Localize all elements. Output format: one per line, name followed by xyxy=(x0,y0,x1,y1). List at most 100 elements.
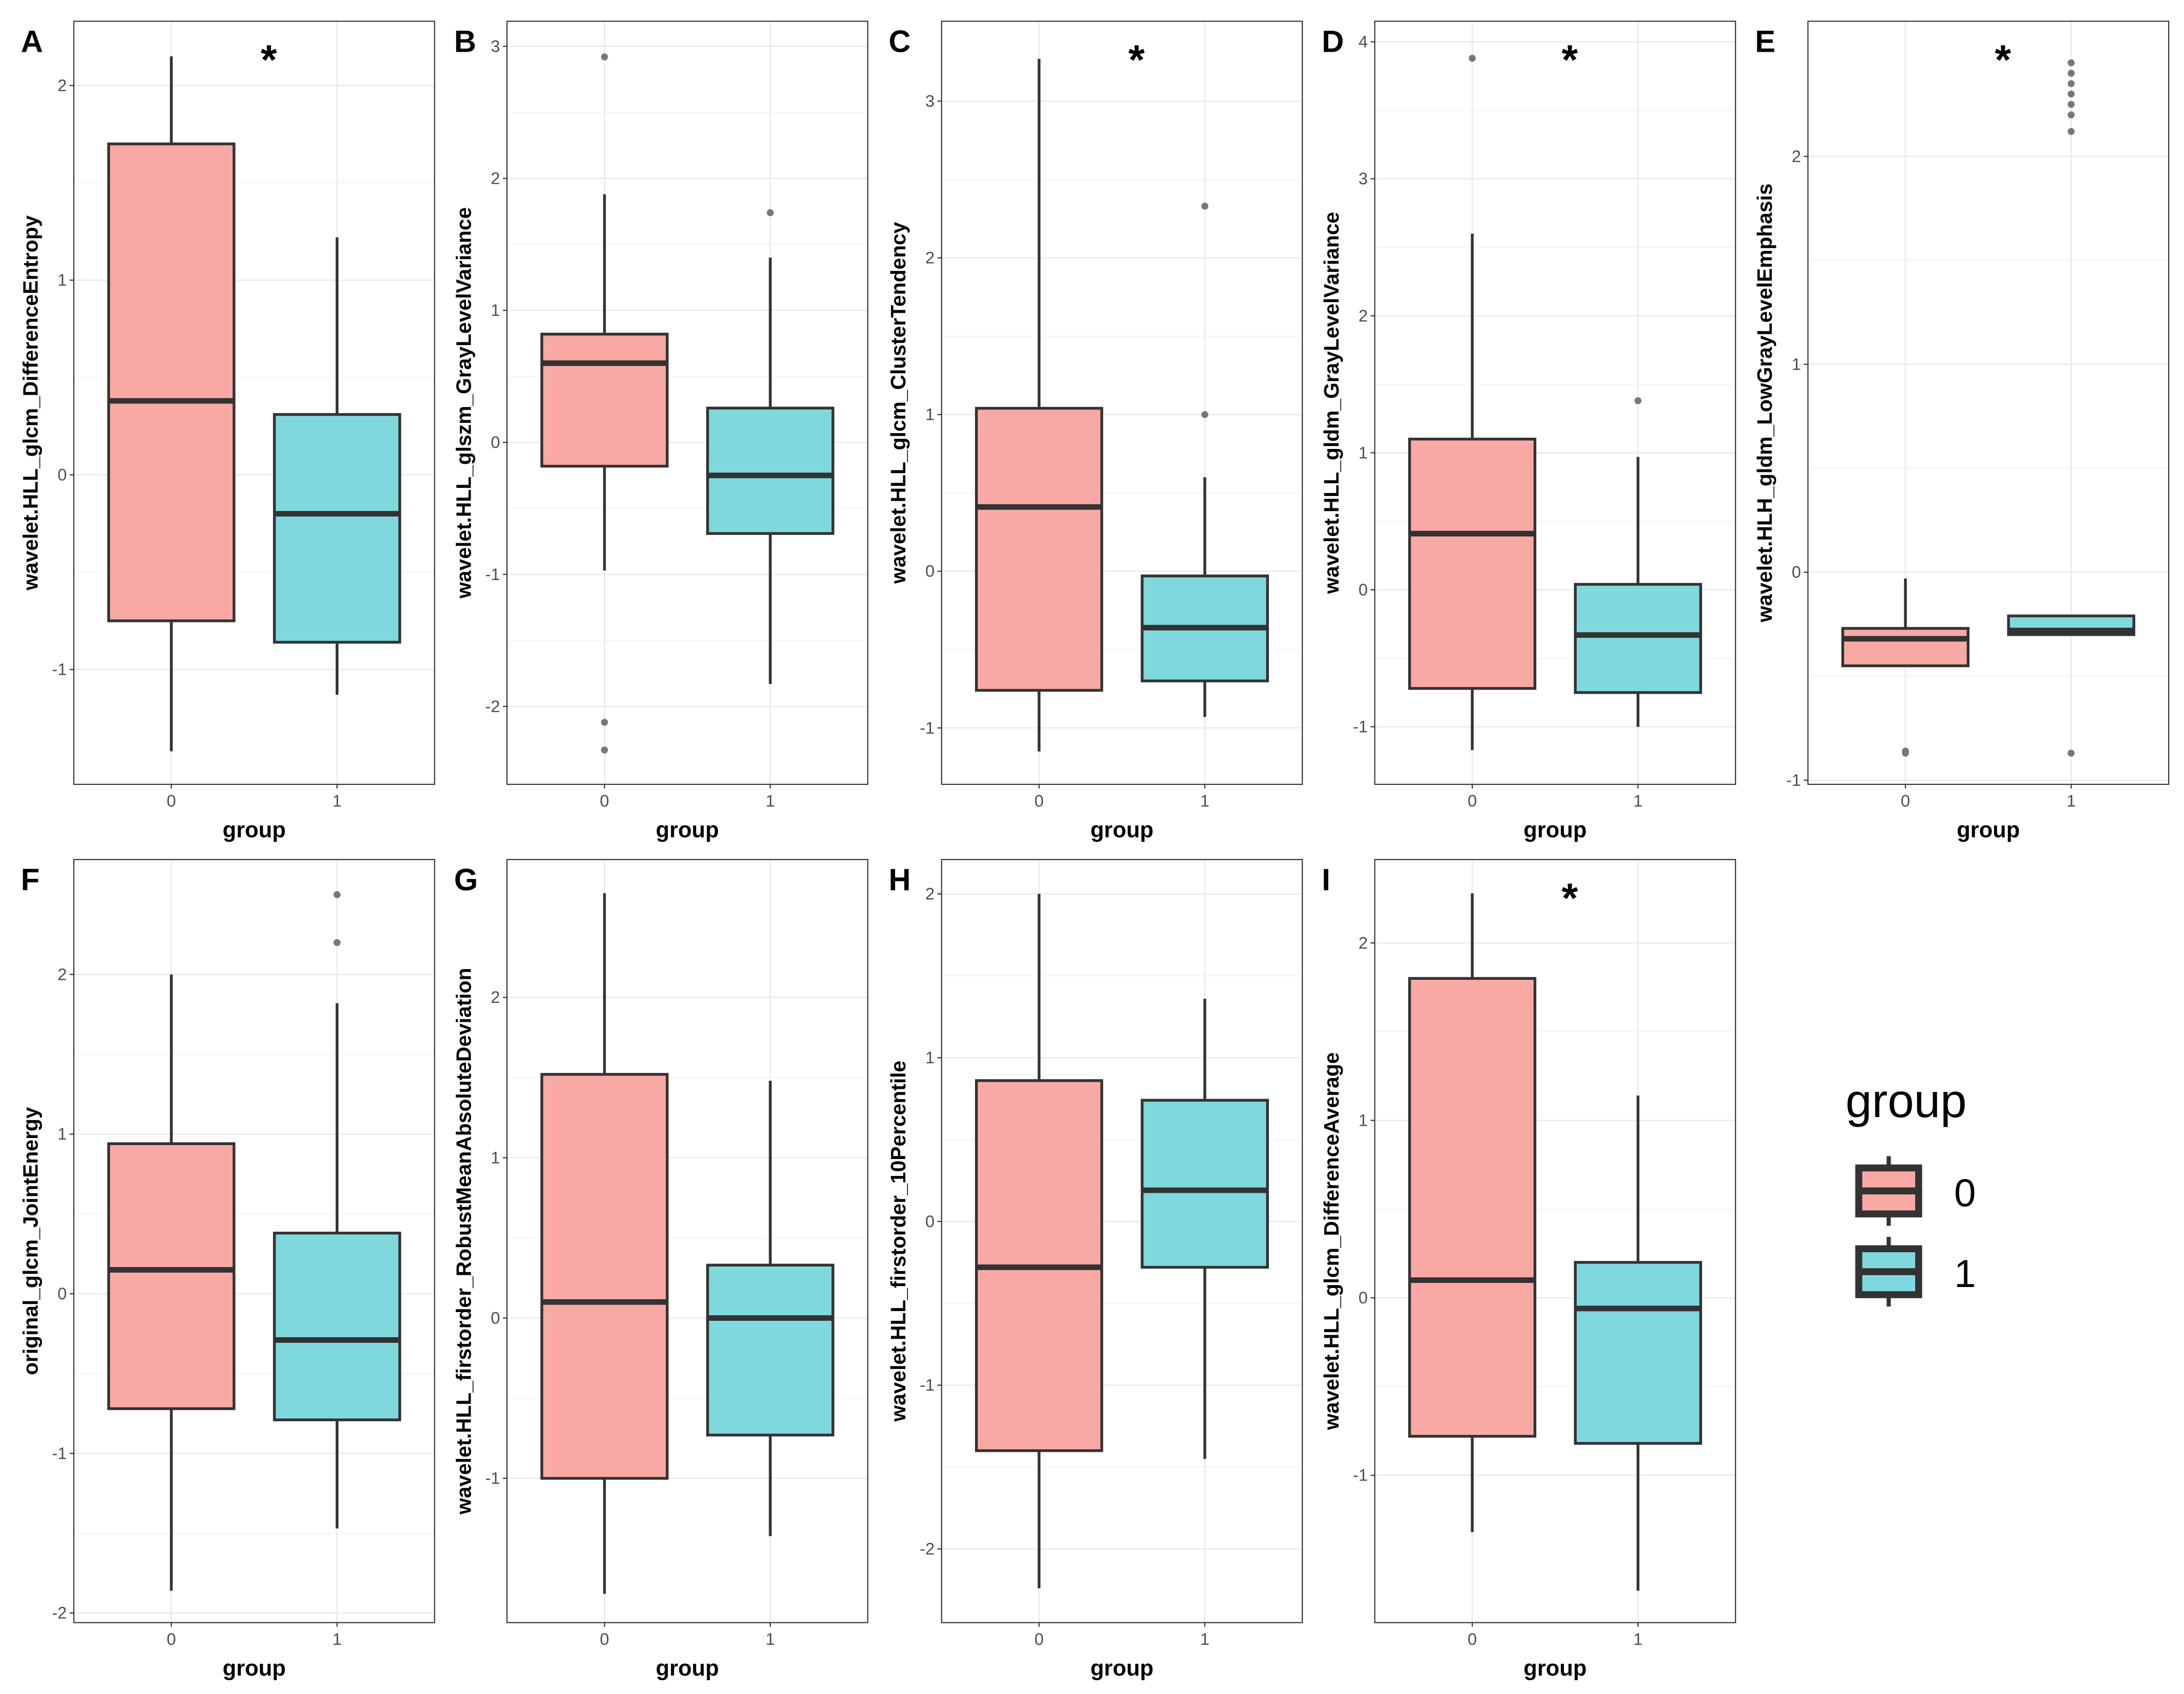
y-tick-label: 1 xyxy=(57,270,67,289)
y-tick-label: 0 xyxy=(1359,580,1368,599)
outlier-point xyxy=(2067,749,2075,757)
y-axis-label: wavelet.HLL_gldm_GrayLevelVariance xyxy=(1320,212,1343,594)
y-axis-label: wavelet.HLL_glszm_GrayLevelVariance xyxy=(452,207,475,599)
panel-letter: G xyxy=(454,863,478,897)
outlier-point xyxy=(2067,70,2075,77)
box-group-0 xyxy=(1408,438,1537,690)
outlier-point xyxy=(601,746,608,754)
y-tick-label: 2 xyxy=(491,168,500,187)
legend: group 0 1 xyxy=(1846,1074,1976,1307)
y-tick-label: -1 xyxy=(485,1469,500,1488)
box-group-0 xyxy=(540,332,669,468)
panel-border xyxy=(506,859,868,1623)
box-group-1 xyxy=(1140,1099,1269,1269)
x-axis-label: group xyxy=(1523,1656,1586,1681)
box-group-1 xyxy=(273,413,401,644)
y-tick-label: -1 xyxy=(1353,717,1368,736)
y-tick-label: 0 xyxy=(57,1284,67,1303)
y-tick-label: 3 xyxy=(491,36,500,55)
panel-letter: I xyxy=(1322,863,1330,897)
y-tick-label: -1 xyxy=(1353,1466,1368,1485)
y-tick-label: 1 xyxy=(1359,1110,1368,1129)
panel-letter: A xyxy=(21,24,43,58)
x-axis-label: group xyxy=(223,818,286,842)
outlier-point xyxy=(333,891,341,898)
x-tick-label: 1 xyxy=(1200,1629,1210,1648)
panel-letter: H xyxy=(888,863,910,897)
box-group-1 xyxy=(1574,583,1702,694)
y-tick-label: 0 xyxy=(57,465,67,484)
y-tick-label: 2 xyxy=(1359,933,1368,952)
y-axis-label: wavelet.HLH_gldm_LowGrayLevelEmphasis xyxy=(1753,183,1776,623)
significance-star: * xyxy=(1129,37,1145,83)
y-tick-label: 2 xyxy=(1359,306,1368,325)
box-group-1 xyxy=(706,406,835,535)
box-group-0 xyxy=(107,142,236,623)
y-tick-label: 2 xyxy=(925,248,935,267)
legend-label: 1 xyxy=(1954,1252,1976,1296)
legend-label: 0 xyxy=(1954,1171,1976,1215)
y-tick-label: 0 xyxy=(1359,1288,1368,1307)
box-group-0 xyxy=(540,1073,669,1480)
panel-border xyxy=(941,859,1303,1623)
panel-h: -2 -1 0 1 2 0 1 group wavelet.HLL_firstorder_10P… xyxy=(886,859,1303,1681)
outlier-point xyxy=(767,209,774,217)
y-tick-label: 2 xyxy=(925,884,935,903)
y-axis-label: wavelet.HLL_glcm_DifferenceEntropy xyxy=(18,215,42,591)
x-tick-label: 0 xyxy=(600,1629,609,1648)
panel-letter: B xyxy=(454,24,476,58)
x-axis-label: group xyxy=(1090,818,1153,842)
box-group-0 xyxy=(975,406,1104,692)
y-tick-label: 0 xyxy=(925,1212,935,1231)
panel-border xyxy=(1374,20,1736,785)
box-group-1 xyxy=(706,1263,835,1436)
x-tick-label: 0 xyxy=(166,1629,176,1648)
y-tick-label: -1 xyxy=(1786,770,1801,789)
panel-border xyxy=(506,20,868,785)
plot-background xyxy=(1808,21,2169,785)
x-tick-label: 1 xyxy=(766,1629,775,1648)
panel-e: -1 0 1 2 0 1 group wavelet.HLH_gldm_LowGrayLeve… xyxy=(1753,20,2170,842)
box-group-1 xyxy=(1574,1261,1702,1445)
y-axis-label: wavelet.HLL_firstorder_10Percentile xyxy=(886,1061,910,1422)
panel-f: -2 -1 0 1 2 0 1 group original_glcm_JointEnergy F xyxy=(18,859,435,1681)
box-group-0 xyxy=(107,1142,236,1410)
panel-border xyxy=(1374,859,1736,1623)
box-group-1 xyxy=(273,1231,401,1422)
y-axis-label: original_glcm_JointEnergy xyxy=(18,1107,42,1375)
outlier-point xyxy=(333,939,341,946)
y-tick-label: 1 xyxy=(925,1048,935,1067)
significance-star: * xyxy=(1995,37,2011,83)
y-tick-label: -1 xyxy=(52,660,67,679)
x-tick-label: 1 xyxy=(2067,791,2076,810)
panel-a: -1 0 1 2 0 1 group wavelet.HLL_glcm_DifferenceE… xyxy=(18,20,435,842)
x-tick-label: 0 xyxy=(1901,791,1910,810)
x-axis-label: group xyxy=(1090,1656,1153,1681)
y-tick-label: 2 xyxy=(57,964,67,983)
significance-star: * xyxy=(1562,875,1578,921)
panel-b: -2 -1 0 1 2 3 0 1 group wavelet.HLL_glszm_GrayLev… xyxy=(452,20,868,842)
panel-i: -1 0 1 2 0 1 group wavelet.HLL_glcm_DifferenceA… xyxy=(1320,859,1736,1681)
y-tick-label: 0 xyxy=(1792,563,1801,582)
x-tick-label: 1 xyxy=(766,791,775,810)
y-tick-label: -2 xyxy=(485,697,500,716)
outlier-point xyxy=(2067,80,2075,88)
x-axis-label: group xyxy=(1957,818,2020,842)
outlier-point xyxy=(601,53,608,60)
outlier-point xyxy=(2067,111,2075,119)
y-tick-label: 1 xyxy=(1359,443,1368,462)
x-axis-label: group xyxy=(656,1656,719,1681)
x-tick-label: 0 xyxy=(1468,791,1477,810)
x-tick-label: 1 xyxy=(1634,791,1643,810)
legend-title: group xyxy=(1846,1074,1967,1127)
outlier-point xyxy=(2067,59,2075,67)
x-axis-label: group xyxy=(656,818,719,842)
y-tick-label: -1 xyxy=(485,565,500,584)
panel-border xyxy=(1807,20,2170,785)
y-tick-label: 3 xyxy=(1359,169,1368,188)
y-axis-label: wavelet.HLL_glcm_ClusterTendency xyxy=(886,222,910,584)
panel-border xyxy=(941,20,1303,785)
outlier-point xyxy=(2067,127,2075,135)
y-tick-label: 2 xyxy=(491,988,500,1006)
